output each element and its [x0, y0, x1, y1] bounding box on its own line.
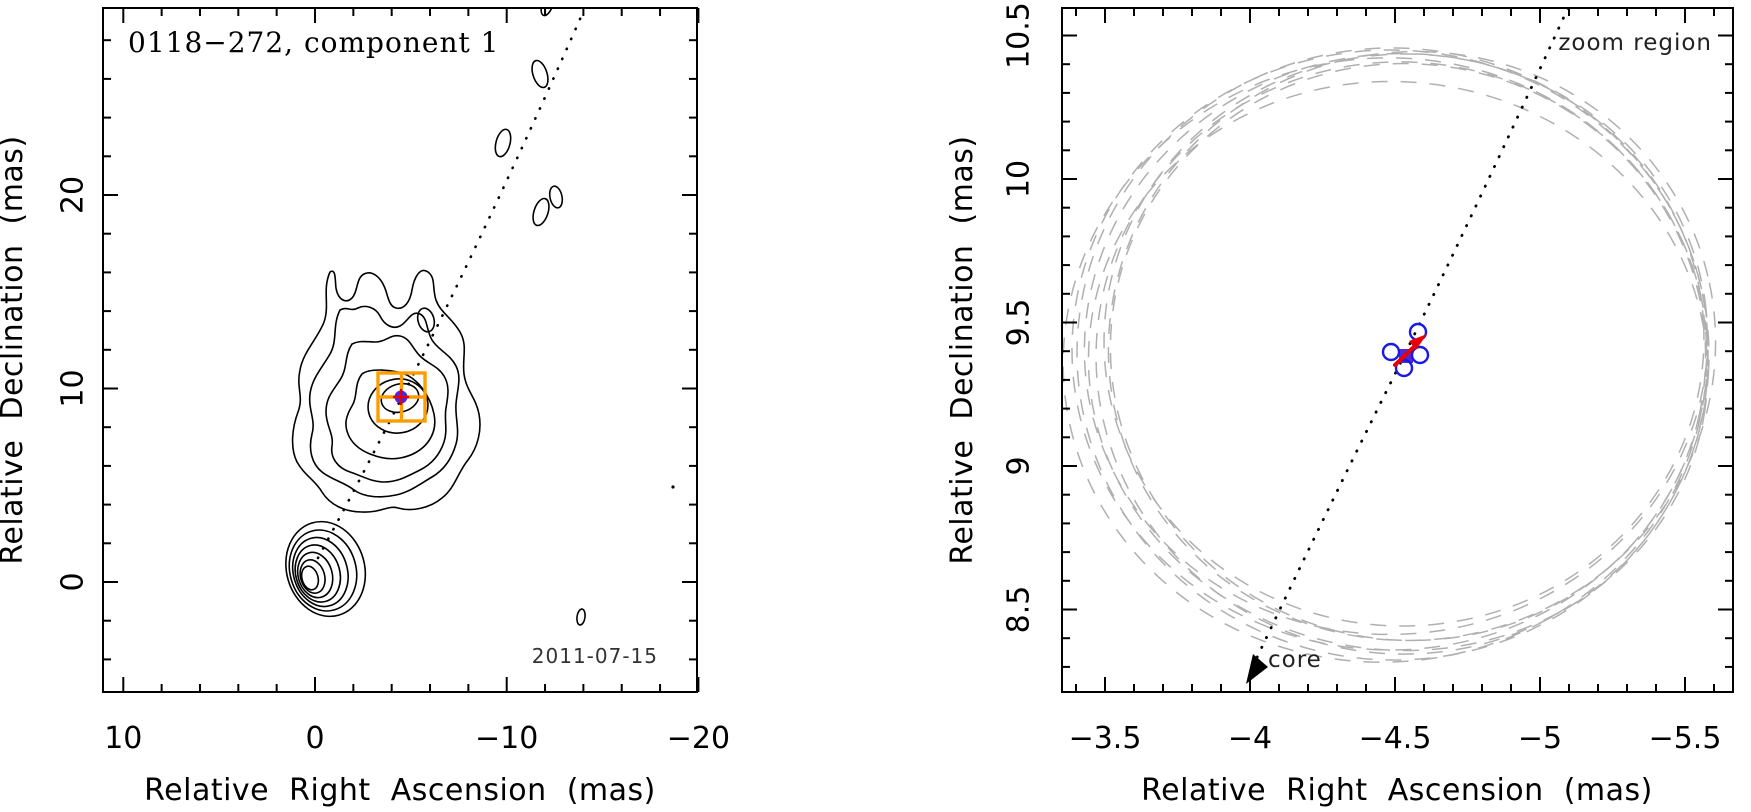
component-contour	[308, 305, 460, 498]
component-contour	[291, 269, 481, 513]
left-plot-date-label: 2011-07-15	[532, 644, 658, 668]
right-y-axis-title: Relative Declination (mas)	[945, 135, 980, 564]
knot-contour	[494, 128, 512, 158]
noise-speck	[671, 485, 675, 489]
component-contour	[345, 369, 436, 460]
beam-ellipse	[1107, 50, 1717, 642]
beam-ellipse	[1083, 52, 1709, 636]
y-tick-label: 0	[56, 572, 91, 591]
knot-contour	[548, 185, 564, 209]
knot-contour	[531, 59, 549, 89]
y-tick-label: 9.5	[1002, 299, 1037, 347]
component-inner-contour	[380, 382, 420, 414]
x-tick-label: 10	[104, 721, 142, 756]
left-x-axis-title: Relative Right Ascension (mas)	[144, 773, 656, 808]
y-tick-label: 10	[56, 369, 91, 407]
y-tick-label: 10.5	[1002, 2, 1037, 69]
x-tick-label: −4	[1228, 721, 1272, 756]
core-contour	[291, 536, 349, 608]
component-inner-contour	[367, 378, 429, 434]
plot-frame	[102, 7, 698, 693]
left-plot-axes: 10 0 −10 −20 20 10 0	[56, 7, 730, 756]
knot-contour	[416, 307, 436, 333]
zoom-region-label: zoom region	[1558, 30, 1712, 56]
knot-contour	[540, 8, 554, 17]
beam-ellipse	[1076, 47, 1710, 661]
beam-ellipse	[1103, 53, 1705, 627]
x-tick-label: −4.5	[1359, 721, 1432, 756]
plot-frame	[1061, 7, 1734, 693]
beam-ellipse	[1062, 57, 1708, 663]
right-panel: −3.5 −4 −4.5 −5 −5.5 10.5 10 9.5 9 8.5 zoom regio…	[945, 2, 1734, 808]
x-tick-label: −3.5	[1069, 721, 1142, 756]
x-tick-label: −5.5	[1649, 721, 1722, 756]
left-plot-features	[285, 8, 675, 626]
core-label: core	[1268, 647, 1322, 673]
left-panel: 10 0 −10 −20 20 10 0 0118−272, component 1 201…	[0, 7, 730, 808]
velocity-arrow-head	[1409, 334, 1427, 350]
beam-ellipse	[1109, 62, 1707, 642]
epoch-position-circle	[1410, 345, 1430, 365]
y-tick-label: 8.5	[1002, 586, 1037, 634]
x-tick-label: −20	[667, 721, 730, 756]
right-x-axis-title: Relative Right Ascension (mas)	[1141, 773, 1653, 808]
epoch-position-circle	[1381, 342, 1401, 362]
core-contour	[300, 565, 320, 591]
component-contour	[325, 334, 449, 483]
core-contour	[299, 559, 326, 594]
core-contour	[296, 551, 334, 599]
y-tick-label: 9	[1002, 456, 1037, 475]
knot-contour	[532, 197, 550, 227]
y-tick-label: 20	[56, 176, 91, 214]
x-tick-label: −10	[475, 721, 538, 756]
right-plot-axes: −3.5 −4 −4.5 −5 −5.5 10.5 10 9.5 9 8.5	[1002, 2, 1734, 756]
beam-ellipse	[1071, 49, 1709, 651]
core-direction-arrowhead	[1246, 654, 1268, 684]
beam-ellipse	[1087, 80, 1709, 652]
right-plot-features	[1062, 8, 1717, 684]
knot-contour	[576, 608, 586, 626]
left-plot-title: 0118−272, component 1	[128, 26, 499, 59]
left-y-axis-title: Relative Declination (mas)	[0, 135, 30, 564]
x-tick-label: 0	[305, 721, 324, 756]
core-contour	[288, 529, 358, 612]
epoch-position-circle	[1394, 358, 1414, 378]
x-tick-label: −5	[1518, 721, 1562, 756]
core-contour	[294, 544, 342, 603]
y-tick-label: 10	[1002, 160, 1037, 198]
core-contour	[285, 520, 367, 618]
